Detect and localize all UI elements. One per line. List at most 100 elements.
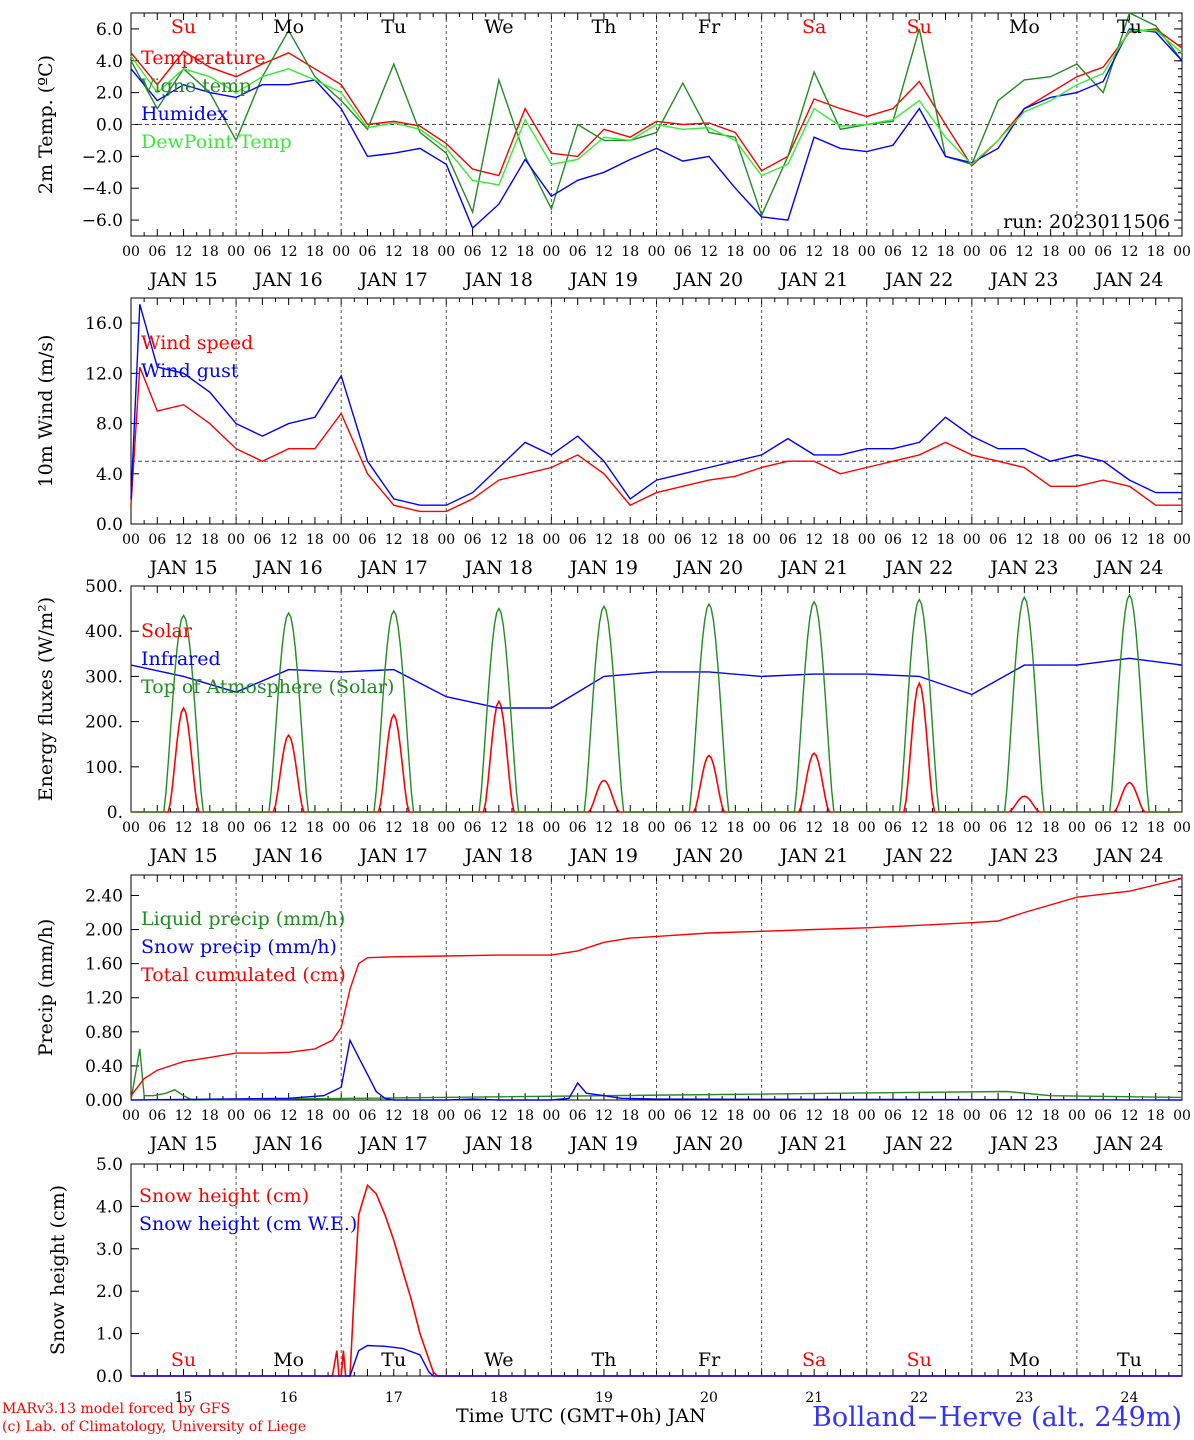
x-day-label: JAN 18: [463, 269, 533, 291]
x-hour-label: 18: [1147, 532, 1165, 548]
x-hour-label: 06: [569, 820, 587, 836]
series-line-wind-speed: [130, 366, 1182, 513]
x-day-label: JAN 18: [463, 1133, 533, 1155]
x-hour-label: 00: [227, 244, 245, 260]
x-hour-label: 06: [674, 244, 692, 260]
y-axis-label: Snow height (cm): [47, 1185, 69, 1355]
x-hour-label: 06: [148, 532, 166, 548]
x-hour-label: 12: [385, 820, 403, 836]
x-hour-label: 00: [122, 820, 140, 836]
x-hour-label: 12: [910, 244, 928, 260]
x-day-label: JAN 21: [778, 269, 848, 291]
x-hour-label: 00: [332, 1108, 350, 1124]
x-hour-label: 12: [910, 532, 928, 548]
x-hour-label: 00: [858, 1108, 876, 1124]
x-hour-label: 18: [726, 820, 744, 836]
y-axis-label: 10m Wind (m/s): [35, 335, 57, 488]
legend-top-of-atmosphere-solar-: Top of Atmosphere (Solar): [141, 676, 394, 698]
x-hour-label: 00: [753, 820, 771, 836]
y-tick-label: 1.0: [96, 1325, 123, 1345]
x-hour-label: 18: [937, 532, 955, 548]
legend-humidex: Humidex: [141, 103, 228, 125]
x-hour-label: 12: [1121, 820, 1139, 836]
y-tick-label: 1.60: [85, 955, 123, 975]
legend-total-cumulated-cm-: Total cumulated (cm): [141, 964, 346, 986]
x-hour-label: 18: [411, 244, 429, 260]
y-tick-label: 0.00: [85, 1091, 123, 1111]
x-hour-label: 12: [175, 1108, 193, 1124]
x-hour-label: 18: [201, 1108, 219, 1124]
x-hour-label: 06: [464, 1108, 482, 1124]
x-hour-label: 18: [937, 244, 955, 260]
y-tick-label: 8.0: [96, 415, 123, 435]
x-hour-label: 12: [385, 1108, 403, 1124]
x-day-label: JAN 23: [988, 269, 1058, 291]
x-hour-label: 06: [989, 532, 1007, 548]
legend-wind-gust: Wind gust: [141, 360, 239, 382]
x-hour-label: 06: [989, 244, 1007, 260]
x-day-label: JAN 18: [463, 845, 533, 867]
credit-model: MARv3.13 model forced by GFS: [2, 1401, 231, 1417]
x-hour-label: 06: [884, 244, 902, 260]
x-hour-label: 18: [621, 820, 639, 836]
x-day-label: JAN 17: [358, 557, 428, 579]
x-day-number: 16: [280, 1390, 298, 1406]
x-hour-label: 12: [805, 1108, 823, 1124]
x-hour-label: 00: [332, 244, 350, 260]
legend-liquid-precip-mm-h-: Liquid precip (mm/h): [141, 908, 345, 930]
x-hour-label: 18: [201, 244, 219, 260]
x-hour-label: 12: [1121, 244, 1139, 260]
x-hour-label: 12: [700, 1108, 718, 1124]
x-hour-label: 18: [726, 244, 744, 260]
x-hour-label: 18: [411, 820, 429, 836]
x-day-number: 20: [700, 1390, 718, 1406]
y-tick-label: 5.0: [96, 1155, 123, 1175]
x-hour-label: 12: [910, 820, 928, 836]
x-hour-label: 18: [516, 1108, 534, 1124]
weekday-label: Su: [171, 16, 196, 38]
x-hour-label: 12: [805, 820, 823, 836]
x-day-number: 19: [595, 1390, 613, 1406]
weekday-label: Tu: [381, 1349, 406, 1371]
x-hour-label: 12: [700, 820, 718, 836]
y-tick-label: −2.0: [82, 147, 123, 167]
weekday-label: Fr: [698, 1349, 721, 1371]
x-hour-label: 00: [963, 820, 981, 836]
x-hour-label: 06: [359, 532, 377, 548]
x-day-label: JAN 20: [673, 1133, 743, 1155]
x-hour-label: 18: [201, 820, 219, 836]
x-hour-label: 00: [753, 244, 771, 260]
x-hour-label: 06: [884, 532, 902, 548]
weekday-label: Tu: [381, 16, 406, 38]
x-hour-label: 06: [779, 820, 797, 836]
x-hour-label: 00: [227, 820, 245, 836]
x-hour-label: 18: [201, 532, 219, 548]
x-hour-label: 12: [1015, 1108, 1033, 1124]
x-hour-label: 06: [569, 1108, 587, 1124]
weekday-label: Sa: [802, 1349, 826, 1371]
x-hour-label: 12: [1015, 532, 1033, 548]
x-day-label: JAN 21: [778, 1133, 848, 1155]
y-tick-label: 200.: [85, 713, 123, 733]
x-hour-label: 06: [464, 820, 482, 836]
x-hour-label: 18: [306, 532, 324, 548]
x-hour-label: 18: [832, 820, 850, 836]
x-hour-label: 12: [595, 244, 613, 260]
x-day-label: JAN 15: [147, 269, 217, 291]
x-day-number: 23: [1015, 1390, 1033, 1406]
x-hour-label: 12: [490, 1108, 508, 1124]
x-hour-label: 00: [1068, 820, 1086, 836]
y-tick-label: 0.80: [85, 1023, 123, 1043]
x-day-number: 22: [910, 1390, 928, 1406]
y-axis-label: Precip (mm/h): [35, 919, 57, 1057]
x-hour-label: 12: [490, 532, 508, 548]
x-day-label: JAN 17: [358, 269, 428, 291]
x-day-label: JAN 15: [147, 557, 217, 579]
x-hour-label: 06: [989, 1108, 1007, 1124]
weekday-label: Th: [591, 1349, 616, 1371]
x-hour-label: 12: [490, 820, 508, 836]
legend-wind-speed: Wind speed: [141, 332, 253, 354]
x-hour-label: 06: [359, 1108, 377, 1124]
x-hour-label: 06: [253, 820, 271, 836]
